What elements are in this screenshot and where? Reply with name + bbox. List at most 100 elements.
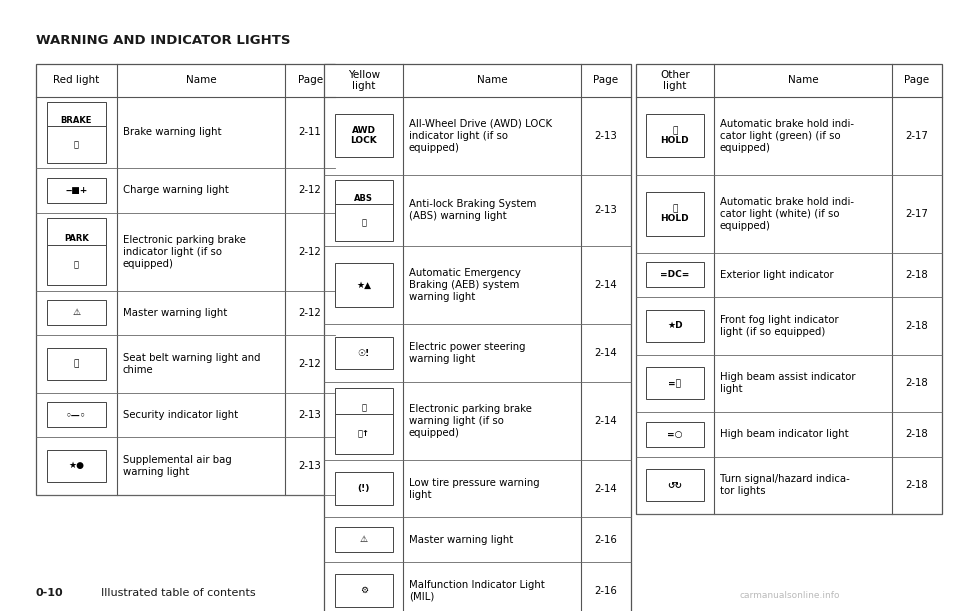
Text: Ⓘ: Ⓘ — [74, 140, 79, 149]
Bar — [324, 64, 631, 611]
Bar — [46, 403, 107, 427]
Text: 2-12: 2-12 — [299, 308, 322, 318]
Text: Anti-lock Braking System
(ABS) warning light: Anti-lock Braking System (ABS) warning l… — [409, 199, 537, 221]
Text: Low tire pressure warning
light: Low tire pressure warning light — [409, 478, 540, 500]
Text: Ⓘ↑: Ⓘ↑ — [358, 430, 370, 439]
Bar — [646, 367, 704, 400]
Text: (!): (!) — [358, 484, 370, 493]
Text: Electronic parking brake
indicator light (if so
equipped): Electronic parking brake indicator light… — [123, 235, 246, 269]
Text: Red light: Red light — [53, 75, 100, 86]
Text: 2-13: 2-13 — [299, 410, 322, 420]
Text: ★D: ★D — [667, 321, 683, 331]
Bar — [46, 102, 107, 139]
Bar — [46, 245, 107, 285]
Text: Page: Page — [298, 75, 323, 86]
Text: 2-12: 2-12 — [299, 247, 322, 257]
Bar — [335, 114, 393, 158]
Text: Name: Name — [477, 75, 507, 86]
Bar — [335, 387, 393, 428]
Bar — [646, 469, 704, 502]
Text: Ⓐ
HOLD: Ⓐ HOLD — [660, 204, 689, 223]
Text: Automatic Emergency
Braking (AEB) system
warning light: Automatic Emergency Braking (AEB) system… — [409, 268, 521, 302]
Text: 2-16: 2-16 — [594, 535, 617, 544]
Text: High beam indicator light: High beam indicator light — [720, 430, 849, 439]
Bar — [646, 114, 704, 158]
Text: PARK: PARK — [64, 234, 88, 243]
Bar — [335, 337, 393, 369]
Text: Malfunction Indicator Light
(MIL): Malfunction Indicator Light (MIL) — [409, 580, 545, 602]
Text: Page: Page — [904, 75, 929, 86]
Text: Exterior light indicator: Exterior light indicator — [720, 270, 833, 280]
Text: Electric power steering
warning light: Electric power steering warning light — [409, 342, 525, 364]
Text: Yellow
light: Yellow light — [348, 70, 380, 91]
Text: Master warning light: Master warning light — [409, 535, 514, 544]
Text: Brake warning light: Brake warning light — [123, 127, 222, 137]
Text: 2-14: 2-14 — [594, 280, 617, 290]
Text: 2-18: 2-18 — [905, 378, 928, 389]
Text: 2-14: 2-14 — [594, 483, 617, 494]
Bar — [46, 301, 107, 325]
Bar — [335, 180, 393, 217]
Text: ‒■+: ‒■+ — [65, 186, 87, 195]
Text: 2-12: 2-12 — [299, 185, 322, 196]
Text: ★▲: ★▲ — [356, 280, 372, 290]
Bar — [636, 64, 942, 514]
Text: ◦—◦: ◦—◦ — [66, 411, 86, 419]
Bar — [646, 192, 704, 235]
Text: 2-11: 2-11 — [299, 127, 322, 137]
Bar — [646, 310, 704, 342]
Text: WARNING AND INDICATOR LIGHTS: WARNING AND INDICATOR LIGHTS — [36, 34, 290, 46]
Text: Automatic brake hold indi-
cator light (white) (if so
equipped): Automatic brake hold indi- cator light (… — [720, 197, 854, 231]
Text: 2-13: 2-13 — [299, 461, 322, 471]
Text: Automatic brake hold indi-
cator light (green) (if so
equipped): Automatic brake hold indi- cator light (… — [720, 119, 854, 153]
Text: 2-16: 2-16 — [594, 585, 617, 596]
Bar — [335, 414, 393, 454]
Text: 2-18: 2-18 — [905, 270, 928, 280]
Text: Seat belt warning light and
chime: Seat belt warning light and chime — [123, 353, 260, 375]
Text: All-Wheel Drive (AWD) LOCK
indicator light (if so
equipped): All-Wheel Drive (AWD) LOCK indicator lig… — [409, 119, 552, 153]
Text: Page: Page — [593, 75, 618, 86]
Text: Name: Name — [788, 75, 818, 86]
Text: BRAKE: BRAKE — [60, 115, 92, 125]
Text: High beam assist indicator
light: High beam assist indicator light — [720, 372, 855, 394]
Text: Charge warning light: Charge warning light — [123, 185, 228, 196]
Bar — [46, 348, 107, 380]
Text: 2-13: 2-13 — [594, 205, 617, 216]
Text: Security indicator light: Security indicator light — [123, 410, 238, 420]
Text: ★●: ★● — [68, 461, 84, 470]
Text: ⚙: ⚙ — [360, 586, 368, 595]
Text: Ⓘ: Ⓘ — [361, 403, 367, 412]
Text: Name: Name — [186, 75, 216, 86]
Text: Ⓕ: Ⓕ — [361, 218, 367, 227]
Text: =○: =○ — [667, 430, 683, 439]
Text: 2-12: 2-12 — [299, 359, 322, 369]
Text: =DC=: =DC= — [660, 271, 689, 279]
Text: Turn signal/hazard indica-
tor lights: Turn signal/hazard indica- tor lights — [720, 474, 850, 496]
Text: Ⓐ
HOLD: Ⓐ HOLD — [660, 126, 689, 145]
Text: Supplemental air bag
warning light: Supplemental air bag warning light — [123, 455, 231, 477]
Text: ⚹: ⚹ — [74, 359, 79, 368]
Bar — [46, 126, 107, 163]
Text: 2-17: 2-17 — [905, 131, 928, 141]
Text: carmanualsonline.info: carmanualsonline.info — [739, 591, 840, 600]
Text: 2-17: 2-17 — [905, 209, 928, 219]
Text: 0-10: 0-10 — [36, 588, 63, 598]
Text: ⚠: ⚠ — [72, 309, 81, 317]
Text: Other
light: Other light — [660, 70, 689, 91]
Text: ABS: ABS — [354, 194, 373, 203]
Text: 2-13: 2-13 — [594, 131, 617, 141]
Text: 2-14: 2-14 — [594, 348, 617, 358]
Text: ⚠: ⚠ — [360, 535, 368, 544]
Bar — [335, 204, 393, 241]
Bar — [46, 178, 107, 203]
Bar — [335, 472, 393, 505]
Bar — [335, 263, 393, 307]
Bar — [335, 574, 393, 607]
Text: 2-18: 2-18 — [905, 430, 928, 439]
Bar — [46, 450, 107, 482]
Text: Illustrated table of contents: Illustrated table of contents — [101, 588, 255, 598]
Text: ⓟ: ⓟ — [74, 260, 79, 269]
Text: AWD
LOCK: AWD LOCK — [350, 126, 377, 145]
Text: =Ⓐ: =Ⓐ — [668, 379, 682, 388]
Text: 2-14: 2-14 — [594, 416, 617, 426]
